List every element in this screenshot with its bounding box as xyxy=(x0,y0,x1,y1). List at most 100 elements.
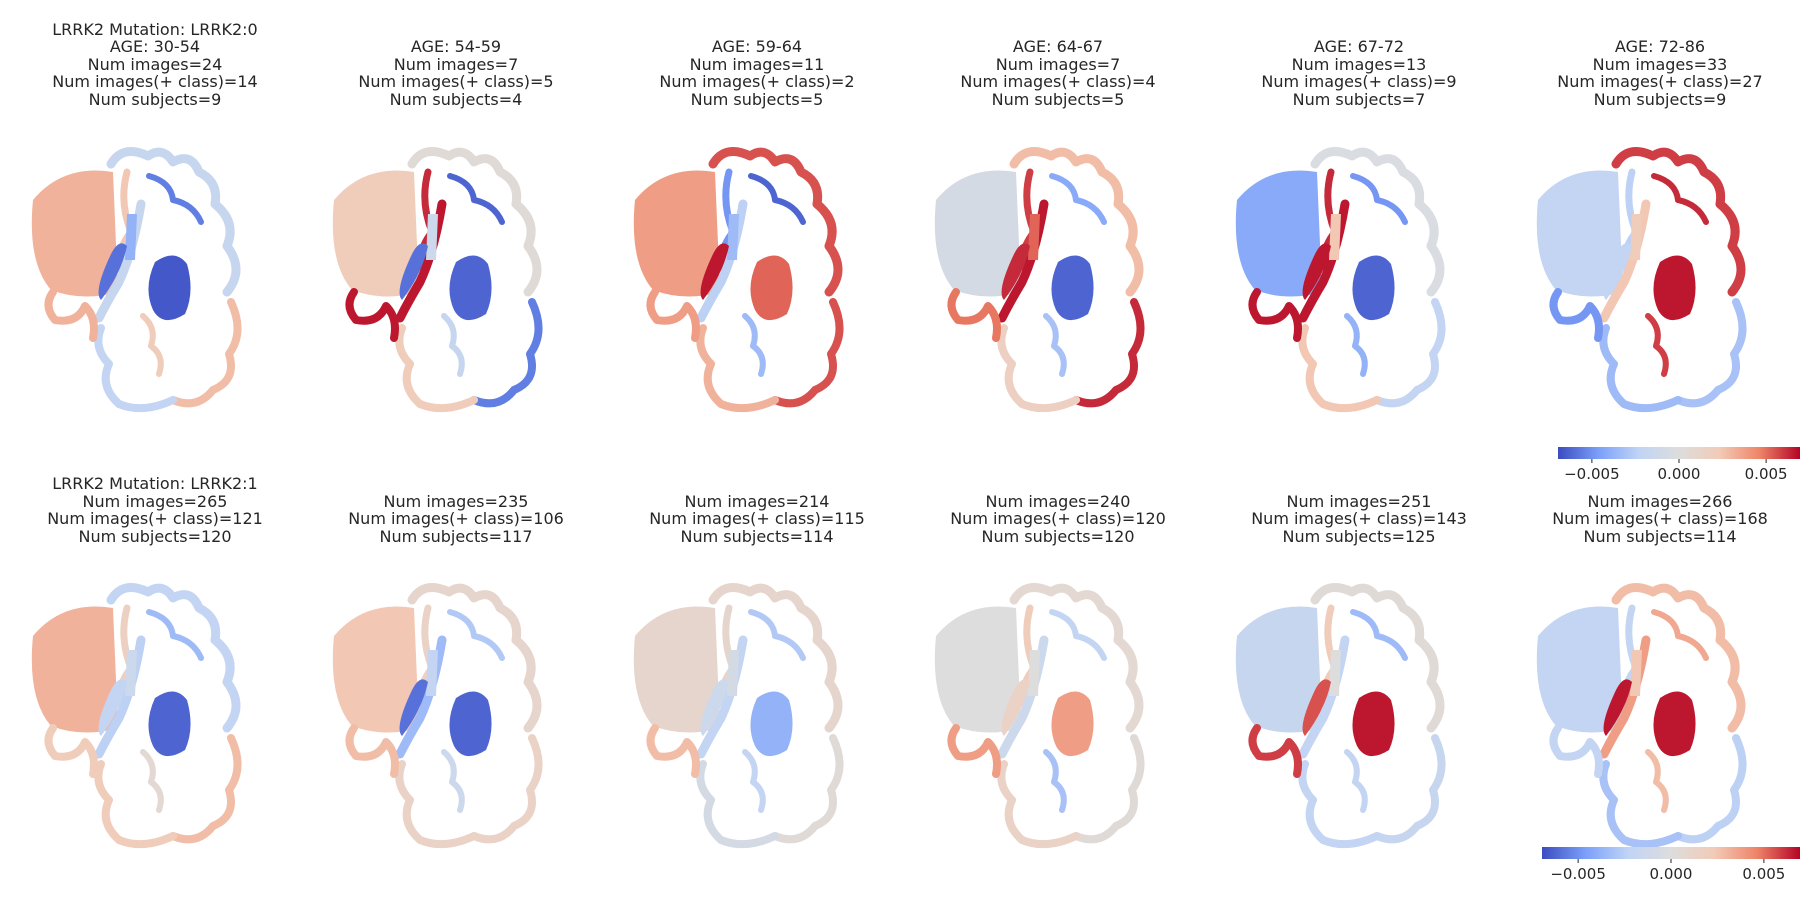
panel-title: Num images=266 Num images(+ class)=168 Num… xyxy=(1515,492,1805,546)
panel-title-line: Num images=214 xyxy=(684,491,830,511)
caudate-region xyxy=(426,650,438,696)
lateral-cortex-region xyxy=(470,298,543,408)
panel-title-line: Num subjects=9 xyxy=(1593,89,1727,109)
putamen-region xyxy=(399,679,428,736)
inferior-cortex-region xyxy=(696,760,779,849)
panel-title-line: Num subjects=4 xyxy=(389,89,523,109)
thalamus-region xyxy=(1051,691,1094,757)
panel-title-line: Num subjects=120 xyxy=(981,526,1135,546)
insula-region xyxy=(441,313,465,377)
panel-title-line: LRRK2 Mutation: LRRK2:0 xyxy=(52,19,258,39)
putamen-region xyxy=(700,679,729,736)
caudate-region xyxy=(125,650,137,696)
panel-title-line: Num subjects=120 xyxy=(78,526,232,546)
inferior-cortex-region xyxy=(1599,324,1682,413)
caudate-region xyxy=(1329,214,1341,260)
thalamus-region xyxy=(1653,691,1696,757)
caudate-region xyxy=(1630,214,1642,260)
brain-slice-map xyxy=(31,583,242,849)
putamen-region xyxy=(1603,243,1632,300)
temporal-region xyxy=(1549,724,1603,778)
thalamus-region xyxy=(750,691,793,757)
temporal-region xyxy=(345,288,399,342)
panel-title: LRRK2 Mutation: LRRK2:1 Num images=265 Num… xyxy=(10,475,300,545)
insula-region xyxy=(742,313,766,377)
caudate-region xyxy=(727,650,739,696)
colorbar-tick-label: 0.005 xyxy=(1745,465,1788,483)
frontal-cortex-region xyxy=(1009,147,1144,297)
panel-title-line: Num images=24 xyxy=(87,54,223,74)
insula-region xyxy=(1344,313,1368,377)
panel-title-line: Num subjects=114 xyxy=(680,526,834,546)
cerebellum-region xyxy=(633,170,720,297)
frontal-cortex-region xyxy=(106,583,241,733)
thalamus-region xyxy=(1352,255,1395,321)
lateral-cortex-region xyxy=(169,734,242,844)
thalamus-region xyxy=(1352,691,1395,757)
panel-title-line: Num images(+ class)=143 xyxy=(1251,509,1467,528)
cerebellum-region xyxy=(633,606,720,733)
caudate-region xyxy=(727,214,739,260)
panel-title-line: Num images(+ class)=9 xyxy=(1261,72,1457,91)
panel-title-line: AGE: 67-72 xyxy=(1313,37,1405,56)
panel-title: AGE: 67-72 Num images=13 Num images(+ clas… xyxy=(1214,38,1504,108)
panel-title-line: Num images(+ class)=106 xyxy=(348,509,564,528)
colorbar-tick-label: −0.005 xyxy=(1564,465,1620,483)
temporal-region xyxy=(1248,288,1302,342)
panel-title-line: AGE: 59-64 xyxy=(711,37,803,56)
colorbar-gradient xyxy=(1558,447,1800,459)
cerebellum-region xyxy=(31,170,118,297)
insula-region xyxy=(140,749,164,813)
cerebellum-region xyxy=(332,606,419,733)
panel-title-line: Num images=265 xyxy=(82,491,228,511)
frontal-cortex-region xyxy=(1611,583,1746,733)
lateral-cortex-region xyxy=(771,734,844,844)
cerebellum-region xyxy=(1536,170,1623,297)
colorbar-tick-label: 0.005 xyxy=(1742,865,1785,883)
brain-slice-map xyxy=(1235,583,1446,849)
panel-title-line: Num subjects=114 xyxy=(1583,526,1737,546)
cerebellum-region xyxy=(31,606,118,733)
panel-title-line: AGE: 72-86 xyxy=(1614,37,1706,56)
insula-region xyxy=(1344,749,1368,813)
putamen-region xyxy=(1302,679,1331,736)
panel-title: AGE: 59-64 Num images=11 Num images(+ clas… xyxy=(612,38,902,108)
panel-title-line: Num images(+ class)=14 xyxy=(52,72,258,91)
panel-title: AGE: 64-67 Num images=7 Num images(+ class… xyxy=(913,38,1203,108)
putamen-region xyxy=(700,243,729,300)
medial-strip-region xyxy=(447,609,505,661)
medial-strip-region xyxy=(748,609,806,661)
brain-slice-map xyxy=(332,147,543,413)
brain-slice-map xyxy=(31,147,242,413)
panel-title-line: Num images(+ class)=168 xyxy=(1552,509,1768,528)
panel-title-line: Num images(+ class)=2 xyxy=(659,72,855,91)
panel-title-line: Num subjects=9 xyxy=(88,89,222,109)
brain-slice-map xyxy=(934,147,1145,413)
caudate-region xyxy=(1028,650,1040,696)
frontal-cortex-region xyxy=(1611,147,1746,297)
frontal-cortex-region xyxy=(708,583,843,733)
putamen-region xyxy=(399,243,428,300)
frontal-cortex-region xyxy=(1310,147,1445,297)
frontal-cortex-region xyxy=(407,583,542,733)
medial-strip-region xyxy=(447,173,505,225)
putamen-region xyxy=(1001,679,1030,736)
medial-strip-region xyxy=(748,173,806,225)
insula-region xyxy=(441,749,465,813)
panel-title-line: Num images=7 xyxy=(393,54,519,74)
lateral-cortex-region xyxy=(470,734,543,844)
medial-strip-region xyxy=(1651,609,1709,661)
inferior-cortex-region xyxy=(1298,324,1381,413)
panel-title: Num images=240 Num images(+ class)=120 Num… xyxy=(913,492,1203,546)
panel-title-line: Num images=235 xyxy=(383,491,529,511)
thalamus-region xyxy=(449,255,492,321)
cerebellum-region xyxy=(934,606,1021,733)
medial-strip-region xyxy=(1350,173,1408,225)
putamen-region xyxy=(98,679,127,736)
temporal-region xyxy=(947,288,1001,342)
panel-title-line: Num images(+ class)=120 xyxy=(950,509,1166,528)
frontal-cortex-region xyxy=(1009,583,1144,733)
medial-strip-region xyxy=(146,609,204,661)
panel-title: Num images=251 Num images(+ class)=143 Num… xyxy=(1214,492,1504,546)
frontal-cortex-region xyxy=(106,147,241,297)
